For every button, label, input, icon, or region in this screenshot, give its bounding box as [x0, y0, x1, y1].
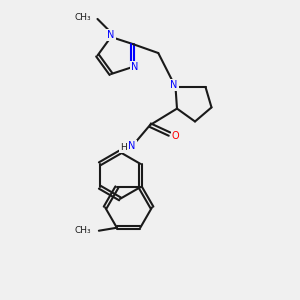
Text: H: H [120, 143, 126, 152]
Text: O: O [172, 130, 179, 141]
Text: N: N [128, 141, 136, 151]
Text: N: N [107, 31, 115, 40]
Text: N: N [170, 80, 178, 90]
Text: N: N [130, 62, 138, 72]
Text: CH₃: CH₃ [75, 226, 92, 235]
Text: CH₃: CH₃ [75, 13, 92, 22]
